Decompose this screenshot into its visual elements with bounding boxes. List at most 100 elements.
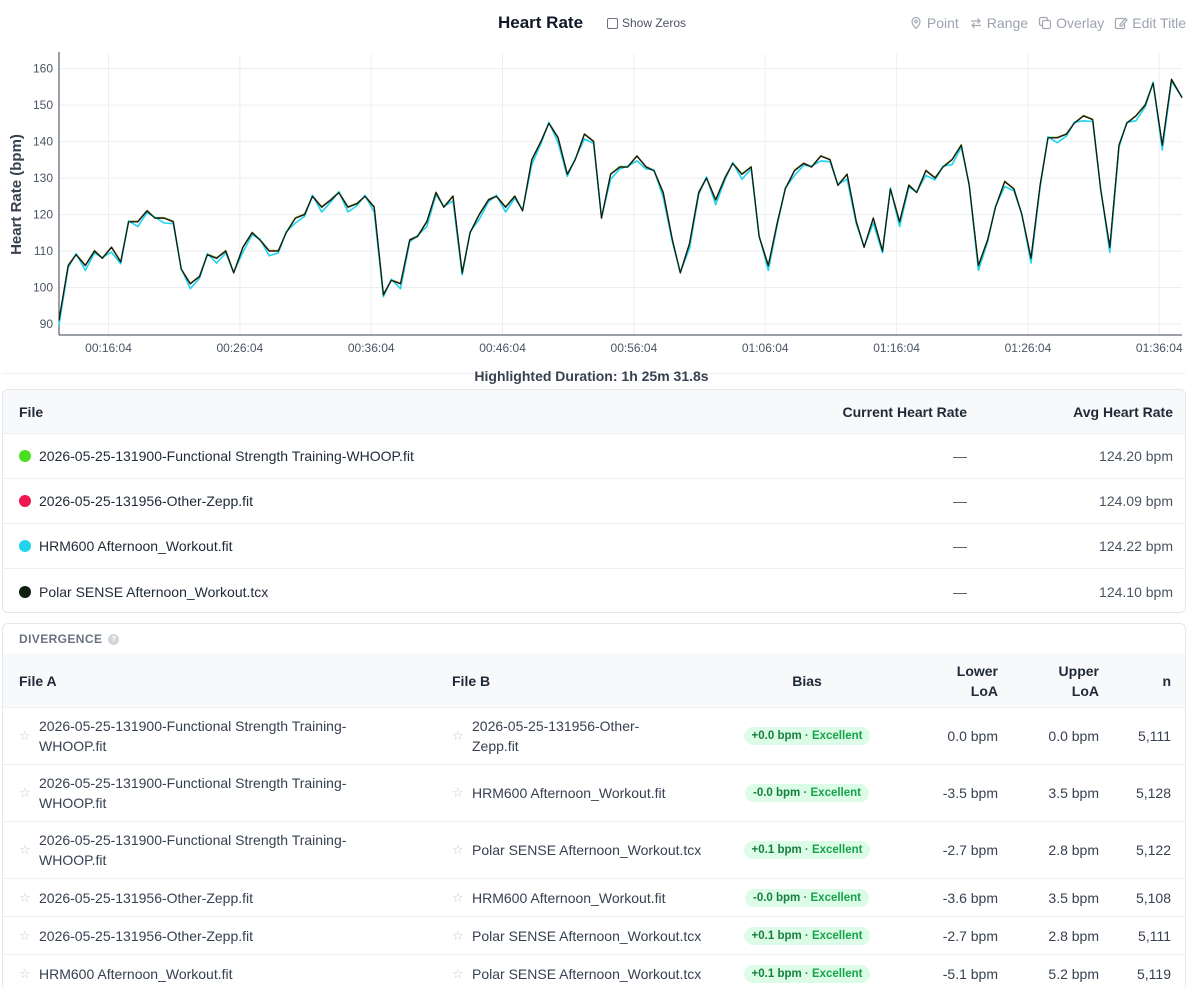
range-tool-button[interactable]: Range <box>969 15 1028 31</box>
avg-hr-value: 124.10 bpm <box>1099 583 1173 600</box>
chart-tools: Point Range Overlay Edit Title <box>909 15 1186 31</box>
star-icon[interactable]: ☆ <box>19 842 31 857</box>
bias-column-header[interactable]: Bias <box>792 672 822 689</box>
y-tick-label: 120 <box>33 208 53 222</box>
file-b-cell: ☆ HRM600 Afternoon_Workout.fit <box>452 783 712 803</box>
star-icon[interactable]: ☆ <box>452 785 464 800</box>
show-zeros-checkbox[interactable] <box>607 17 618 29</box>
upper-loa-value: 2.8 bpm <box>1048 842 1099 858</box>
star-icon[interactable]: ☆ <box>452 965 464 981</box>
overlay-icon <box>1038 16 1052 30</box>
y-tick-label: 130 <box>33 171 53 185</box>
n-value: 5,108 <box>1135 889 1171 906</box>
n-value: 5,119 <box>1137 965 1171 982</box>
upper-loa-column-header[interactable]: Upper LoA <box>998 661 1099 701</box>
file-b-column-header[interactable]: File B <box>452 672 491 689</box>
bias-value: -0.0 bpm <box>752 891 801 904</box>
file-b-name: HRM600 Afternoon_Workout.fit <box>472 888 666 908</box>
y-tick-label: 140 <box>33 135 53 149</box>
avg-hr-value: 124.20 bpm <box>1099 448 1173 464</box>
series-line <box>58 80 1183 326</box>
chart-svg[interactable]: 90 100 110 120 130 140 150 160 00:16:04 00:26:04 0… <box>2 48 1186 374</box>
file-a-line1: 2026-05-25-131956-Other-Zepp.fit <box>39 927 254 944</box>
edit-icon <box>1115 17 1129 30</box>
lower-loa-header-line2: LoA <box>970 682 998 699</box>
file-cell: HRM600 Afternoon_Workout.fit <box>3 538 623 554</box>
n-column-header[interactable]: n <box>1162 672 1171 689</box>
file-a-name: 2026-05-25-131900-Functional Strength Tr… <box>39 773 346 813</box>
y-tick-label: 110 <box>34 244 53 258</box>
files-table: File Current Heart Rate Avg Heart Rate 2… <box>2 389 1186 613</box>
file-row[interactable]: 2026-05-25-131956-Other-Zepp.fit — 124.09 … <box>3 479 1185 524</box>
heart-rate-chart[interactable]: 90 100 110 120 130 140 150 160 00:16:04 00:26:04 0… <box>2 48 1186 374</box>
series-line <box>58 78 1183 320</box>
star-icon[interactable]: ☆ <box>452 842 464 857</box>
divergence-heading: DIVERGENCE <box>19 632 103 646</box>
divergence-row[interactable]: ☆ 2026-05-25-131900-Functional Strength T… <box>3 708 1185 765</box>
bias-cell: +0.1 bpm · Excellent <box>712 841 902 859</box>
avg-hr-column-header[interactable]: Avg Heart Rate <box>1073 403 1173 420</box>
divergence-row[interactable]: ☆ HRM600 Afternoon_Workout.fit ☆ Polar SENS… <box>3 955 1185 987</box>
series-line <box>58 78 1183 321</box>
star-icon[interactable]: ☆ <box>19 965 31 981</box>
file-a-column-header[interactable]: File A <box>19 672 57 689</box>
n-value: 5,111 <box>1138 927 1171 944</box>
divergence-row[interactable]: ☆ 2026-05-25-131900-Functional Strength T… <box>3 822 1185 879</box>
file-a-line1: 2026-05-25-131900-Functional Strength Tr… <box>39 775 347 791</box>
file-row[interactable]: 2026-05-25-131900-Functional Strength Tr… <box>3 434 1185 479</box>
series-color-dot <box>19 495 31 507</box>
file-b-line1: Polar SENSE Afternoon_Workout.tcx <box>472 965 702 982</box>
lower-loa-value: -3.6 bpm <box>942 889 998 906</box>
file-name: Polar SENSE Afternoon_Workout.tcx <box>39 583 269 600</box>
divergence-row[interactable]: ☆ 2026-05-25-131900-Functional Strength T… <box>3 765 1185 822</box>
file-row[interactable]: Polar SENSE Afternoon_Workout.tcx — 124.10… <box>3 569 1185 612</box>
point-tool-button[interactable]: Point <box>909 15 959 31</box>
star-icon[interactable]: ☆ <box>452 728 464 743</box>
current-hr-value: — <box>953 493 967 509</box>
y-tick-label: 160 <box>33 62 53 76</box>
file-column-header[interactable]: File <box>19 403 44 420</box>
series-line <box>58 78 1183 321</box>
files-table-header: File Current Heart Rate Avg Heart Rate <box>3 390 1185 434</box>
help-icon[interactable]: ? <box>108 633 120 645</box>
divergence-row[interactable]: ☆ 2026-05-25-131956-Other-Zepp.fit ☆ Polar … <box>3 917 1185 955</box>
file-b-line2: Zepp.fit <box>472 738 519 754</box>
edit-title-button[interactable]: Edit Title <box>1114 15 1186 31</box>
star-icon[interactable]: ☆ <box>19 927 31 943</box>
show-zeros-toggle[interactable]: Show Zeros <box>607 16 686 30</box>
file-b-name: Polar SENSE Afternoon_Workout.tcx <box>472 964 701 984</box>
file-name: HRM600 Afternoon_Workout.fit <box>39 538 233 554</box>
overlay-tool-button[interactable]: Overlay <box>1038 15 1104 31</box>
overlay-tool-label: Overlay <box>1056 15 1105 31</box>
x-tick-label: 01:36:04 <box>1136 341 1183 355</box>
file-a-line2: WHOOP.fit <box>39 852 107 868</box>
file-a-name: 2026-05-25-131956-Other-Zepp.fit <box>39 926 253 946</box>
upper-loa-value: 2.8 bpm <box>1048 927 1099 944</box>
current-hr-column-header[interactable]: Current Heart Rate <box>842 403 967 420</box>
file-a-line1: 2026-05-25-131900-Functional Strength Tr… <box>39 832 347 848</box>
range-tool-label: Range <box>986 15 1029 31</box>
chart-title[interactable]: Heart Rate <box>498 13 584 32</box>
divergence-row[interactable]: ☆ 2026-05-25-131956-Other-Zepp.fit ☆ HRM600… <box>3 879 1185 917</box>
avg-hr-value: 124.09 bpm <box>1099 493 1173 509</box>
file-a-name: HRM600 Afternoon_Workout.fit <box>39 964 233 984</box>
file-row[interactable]: HRM600 Afternoon_Workout.fit — 124.22 bpm <box>3 524 1185 569</box>
bias-cell: +0.1 bpm · Excellent <box>712 964 902 983</box>
current-hr-value: — <box>953 538 967 554</box>
star-icon[interactable]: ☆ <box>19 785 31 800</box>
y-tick-label: 100 <box>33 281 53 295</box>
n-value: 5,122 <box>1135 842 1171 858</box>
lower-loa-column-header[interactable]: Lower LoA <box>902 661 998 701</box>
highlighted-duration: Highlighted Duration: 1h 25m 31.8s <box>474 368 709 384</box>
x-tick-label: 00:16:04 <box>85 341 132 355</box>
star-icon[interactable]: ☆ <box>19 889 31 905</box>
star-icon[interactable]: ☆ <box>452 889 464 905</box>
bias-quality: · Excellent <box>801 967 863 980</box>
star-icon[interactable]: ☆ <box>452 927 464 943</box>
file-b-cell: ☆ Polar SENSE Afternoon_Workout.tcx <box>452 964 712 984</box>
file-b-cell: ☆ Polar SENSE Afternoon_Workout.tcx <box>452 840 712 860</box>
star-icon[interactable]: ☆ <box>19 728 31 743</box>
y-axis-label: Heart Rate (bpm) <box>8 134 25 255</box>
file-a-line2: WHOOP.fit <box>39 738 107 754</box>
file-a-line1: 2026-05-25-131900-Functional Strength Tr… <box>39 718 347 734</box>
